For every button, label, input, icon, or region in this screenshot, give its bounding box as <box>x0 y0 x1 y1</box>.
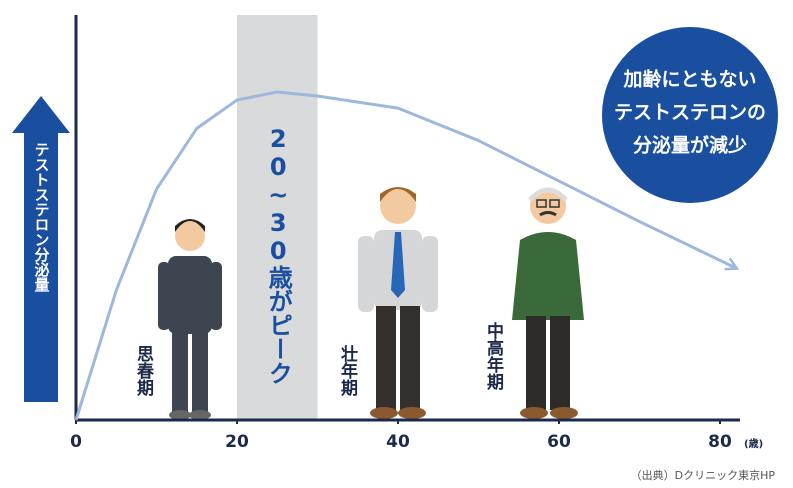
elder-figure <box>512 188 584 419</box>
chart: 20~30歳がピーク <box>0 0 793 488</box>
callout-text: テストステロンの <box>614 102 766 124</box>
x-tick-label: 0 <box>70 432 82 452</box>
stage-label: 思春期 <box>133 345 154 397</box>
y-axis-label: テストステロン分泌量 <box>33 142 51 292</box>
x-tick-label: 80 <box>708 432 732 452</box>
callout-text: 加齢にともない <box>622 68 756 91</box>
adult-figure <box>358 187 438 419</box>
x-tick-label: 60 <box>547 432 571 452</box>
source: （出典）Dクリニック東京HP <box>631 468 776 482</box>
stage-label: 中高年期 <box>483 321 504 391</box>
x-tick-label: 20 <box>225 432 249 452</box>
x-unit: (歳) <box>744 437 763 450</box>
stage-label: 壮年期 <box>337 344 358 397</box>
figures <box>158 187 584 420</box>
callout-text: 分泌量が減少 <box>633 134 747 157</box>
student-figure <box>158 219 222 420</box>
x-tick-label: 40 <box>386 432 410 452</box>
peak-label: 20~30歳がピーク <box>264 125 292 385</box>
